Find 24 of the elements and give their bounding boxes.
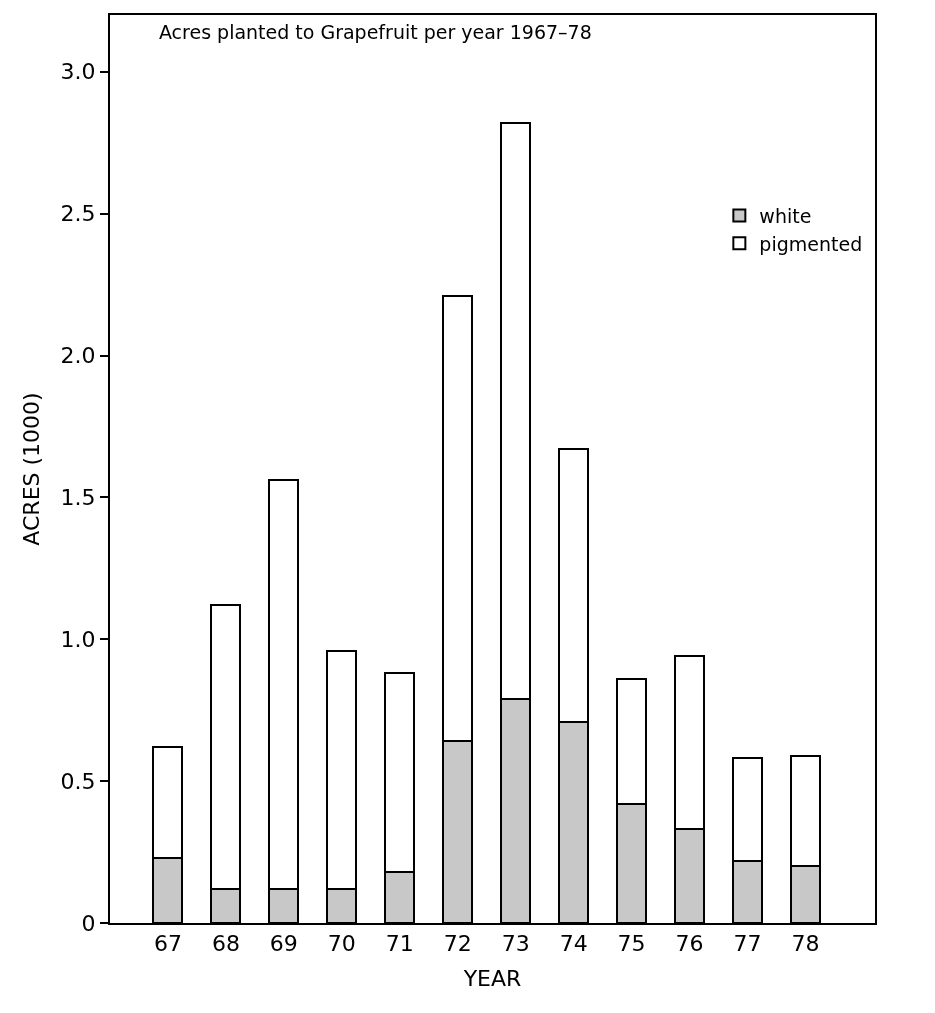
y-axis-title: ACRES (1000) [18,392,44,546]
legend-label: pigmented [759,232,863,255]
y-tick-label: 0 [81,910,96,936]
x-tick-label: 72 [443,931,472,957]
x-tick-label: 68 [211,931,240,957]
x-tick-label: 67 [153,931,182,957]
x-axis-title: YEAR [462,965,522,991]
y-tick-label: 2.0 [60,343,96,369]
x-tick-label: 78 [791,931,820,957]
x-tick-label: 71 [385,931,414,957]
y-tick-label: 1.0 [60,626,96,652]
y-tick-label: 1.5 [60,485,96,511]
legend-label: white [759,204,812,227]
x-tick-label: 69 [269,931,298,957]
chart-title: Acres planted to Grapefruit per year 1967–78 [158,20,592,43]
x-tick-label: 74 [559,931,588,957]
x-tick-label: 70 [327,931,356,957]
x-tick-label: 77 [733,931,762,957]
y-tick-label: 2.5 [60,201,96,227]
x-tick-label: 76 [675,931,704,957]
x-tick-label: 75 [617,931,646,957]
y-tick-label: 0.5 [60,768,96,794]
y-tick-label: 3.0 [60,59,96,85]
x-tick-label: 73 [501,931,530,957]
